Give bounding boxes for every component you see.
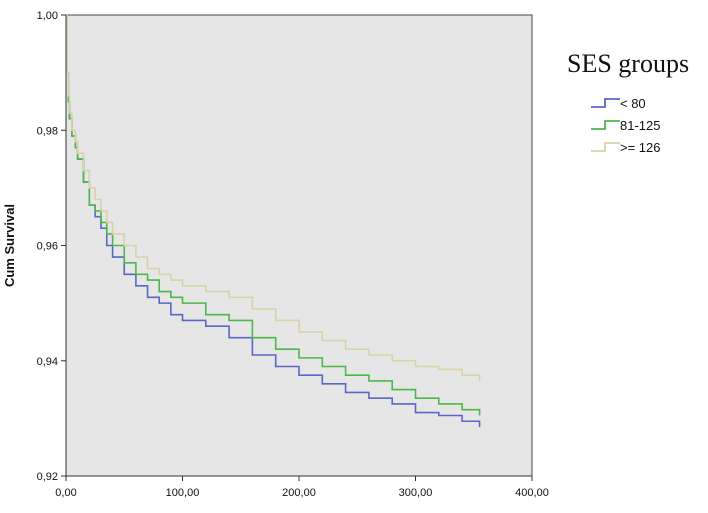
series-line-2: [66, 14, 481, 416]
legend-swatch: [591, 142, 620, 152]
plot-area-background: [65, 14, 533, 477]
legend-item-1: < 80: [591, 96, 646, 111]
legend-item-3: >= 126: [591, 140, 661, 155]
x-tick-label: 300,00: [399, 487, 433, 499]
y-tick-label: 0,96: [37, 241, 58, 253]
y-axis-title: Cum Survival: [2, 204, 17, 287]
x-tick-label: 200,00: [282, 487, 316, 499]
legend: < 80 81-125 >= 126: [591, 96, 661, 155]
x-tick-label: 400,00: [515, 487, 549, 499]
ticks-layer: 0,92 0,94 0,96 0,98 1,00 0,00 100,00 200,00 300,…: [37, 10, 549, 499]
legend-label: < 80: [620, 96, 646, 111]
legend-label: 81-125: [620, 118, 660, 133]
x-tick-label: 100,00: [166, 487, 200, 499]
x-tick-label: 0,00: [55, 487, 76, 499]
legend-swatch: [591, 98, 620, 108]
legend-label: >= 126: [620, 140, 661, 155]
y-tick-label: 0,94: [37, 356, 58, 368]
series-line-3: [66, 14, 481, 381]
series-layer: [66, 14, 481, 428]
y-tick-label: 0,98: [37, 125, 58, 137]
legend-title: SES groups: [567, 49, 689, 78]
legend-item-2: 81-125: [591, 118, 660, 133]
legend-swatch: [591, 120, 620, 130]
y-tick-label: 0,92: [37, 471, 58, 483]
y-tick-label: 1,00: [37, 10, 58, 22]
